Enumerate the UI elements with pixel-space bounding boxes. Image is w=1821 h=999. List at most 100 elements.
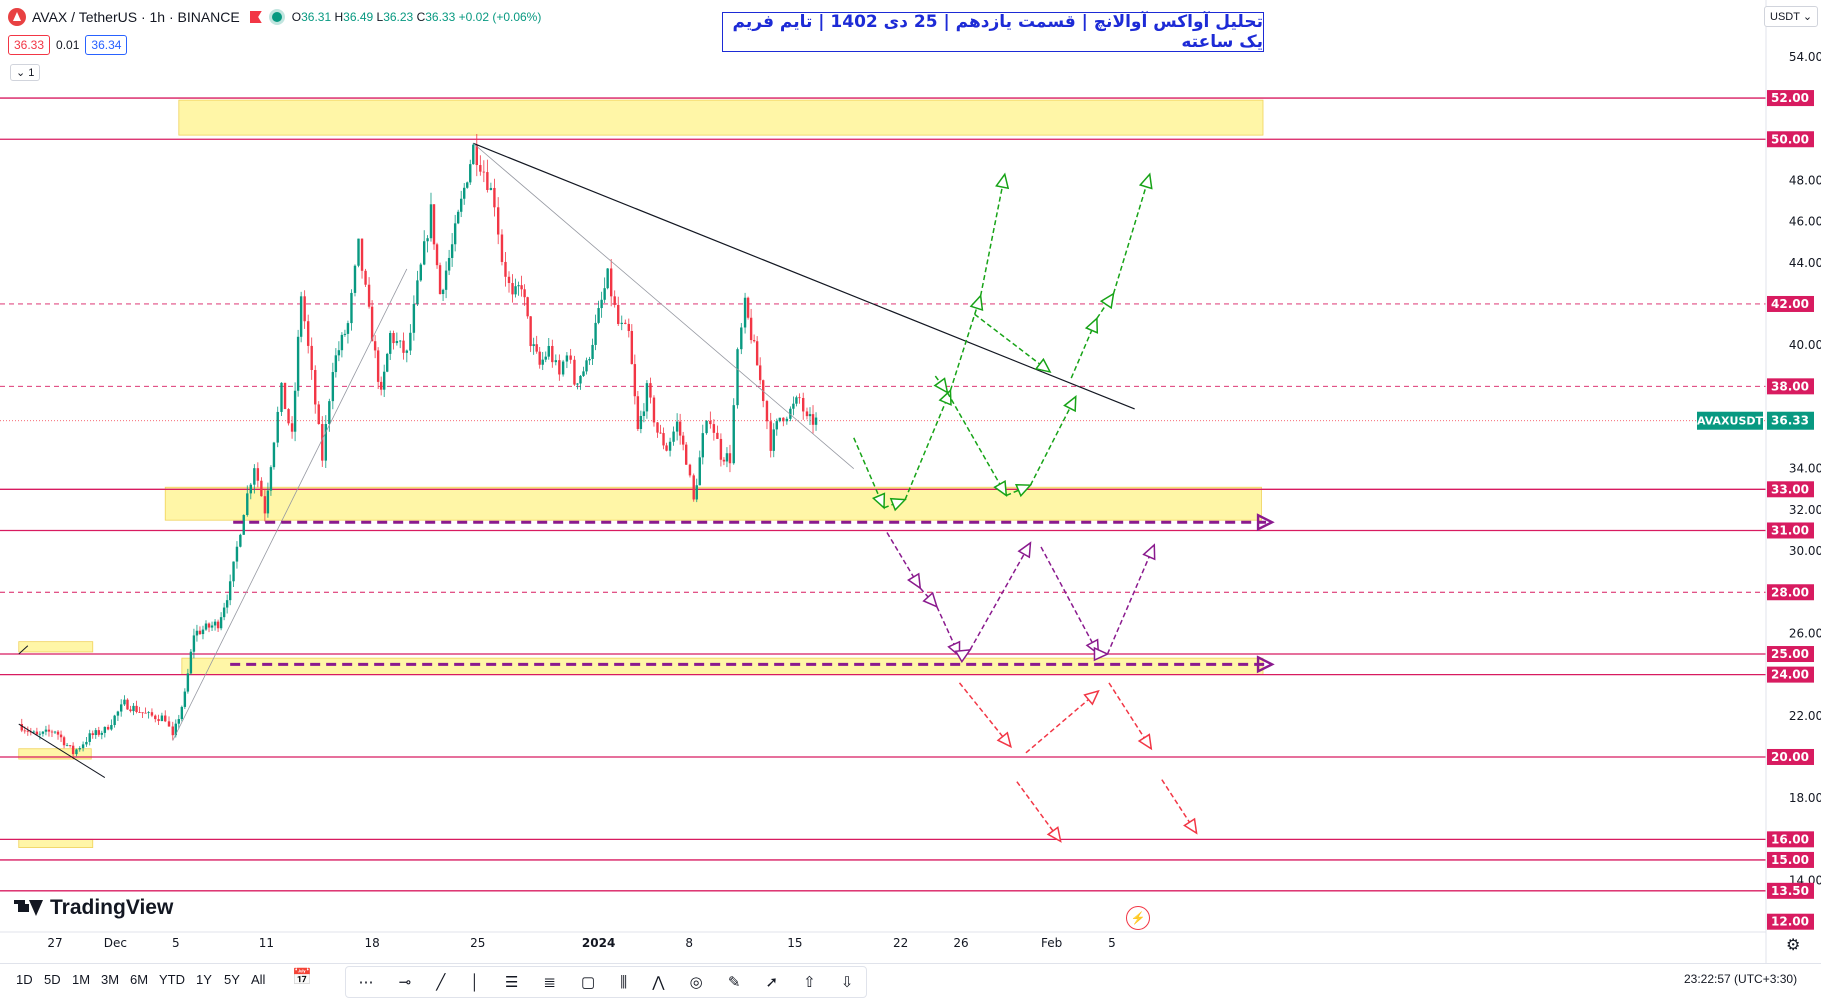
candle-body bbox=[744, 298, 746, 328]
flag-icon[interactable] bbox=[250, 11, 262, 23]
projection-arrowhead bbox=[1139, 735, 1151, 749]
currency-selector[interactable]: USDT ⌄ bbox=[1764, 6, 1818, 27]
candle-body bbox=[187, 673, 189, 691]
projection-segment bbox=[970, 554, 1024, 650]
spread-value: 0.01 bbox=[56, 38, 79, 52]
tf-1y[interactable]: 1Y bbox=[196, 972, 212, 987]
symbol-title[interactable]: AVAX / TetherUS · 1h · BINANCE bbox=[32, 9, 240, 25]
indicator-toggle[interactable]: ⌄ 1 bbox=[10, 64, 40, 81]
chart-canvas[interactable]: 14.0018.0022.0026.0030.0032.0034.0040.00… bbox=[0, 0, 1821, 963]
candle-body bbox=[314, 370, 316, 404]
rectangle-icon[interactable]: ▢ bbox=[581, 973, 595, 991]
candle-body bbox=[517, 285, 519, 286]
candle-body bbox=[147, 712, 149, 713]
candle-body bbox=[291, 423, 293, 431]
pattern-icon[interactable]: ⋀ bbox=[652, 973, 664, 991]
time-tick-label: 22 bbox=[893, 936, 908, 950]
projection-segment bbox=[947, 393, 999, 485]
projection-arrowhead bbox=[971, 296, 982, 310]
tf-all[interactable]: All bbox=[251, 972, 265, 987]
candle-body bbox=[277, 412, 279, 443]
candle-body bbox=[603, 288, 605, 300]
candle-body bbox=[532, 344, 534, 346]
candle-body bbox=[172, 727, 174, 736]
candle-body bbox=[526, 297, 528, 316]
tf-6m[interactable]: 6M bbox=[130, 972, 148, 987]
candle-body bbox=[433, 204, 435, 244]
tf-ytd[interactable]: YTD bbox=[159, 972, 185, 987]
candle-body bbox=[36, 732, 38, 735]
candle-body bbox=[689, 465, 691, 476]
projection-segment bbox=[1107, 557, 1149, 654]
candle-body bbox=[79, 748, 81, 749]
indicator-count: 1 bbox=[28, 67, 34, 79]
candle-body bbox=[662, 433, 664, 445]
fib-icon[interactable]: ≣ bbox=[543, 973, 556, 991]
candle-body bbox=[566, 355, 568, 361]
zone-rect bbox=[179, 100, 1263, 135]
calendar-icon[interactable]: 📅 bbox=[292, 967, 312, 987]
chart-title: تحلیل آواکس آوالانچ | قسمت یازدهم | 25 د… bbox=[722, 12, 1264, 52]
arrow-down-icon[interactable]: ⇩ bbox=[841, 973, 854, 991]
trendline-icon[interactable]: ╱ bbox=[436, 973, 445, 991]
replay-icon[interactable]: ⚡ bbox=[1126, 906, 1150, 930]
candle-body bbox=[151, 712, 153, 715]
candle-body bbox=[154, 716, 156, 719]
market-open-icon bbox=[272, 12, 282, 22]
candle-body bbox=[637, 396, 639, 429]
projection-segment bbox=[975, 314, 1040, 364]
vertical-line-icon[interactable]: │ bbox=[470, 974, 479, 991]
tf-3m[interactable]: 3M bbox=[101, 972, 119, 987]
candle-body bbox=[181, 707, 183, 719]
candle-body bbox=[107, 727, 109, 730]
candle-body bbox=[104, 727, 106, 733]
candle-body bbox=[129, 709, 131, 711]
candle-body bbox=[117, 712, 119, 716]
candle-body bbox=[318, 404, 320, 424]
tf-1m[interactable]: 1M bbox=[72, 972, 90, 987]
cursor-icon[interactable]: ⋯ bbox=[359, 973, 374, 991]
candle-body bbox=[132, 706, 134, 711]
circle-icon[interactable]: ◎ bbox=[690, 973, 703, 991]
price-axis[interactable]: 14.0018.0022.0026.0030.0032.0034.0040.00… bbox=[1697, 0, 1821, 963]
buy-price-button[interactable]: 36.34 bbox=[85, 35, 127, 55]
candle-body bbox=[338, 350, 340, 355]
candle-body bbox=[773, 429, 775, 450]
parallel-channel-icon[interactable]: ☰ bbox=[505, 973, 518, 991]
horizontal-line-icon[interactable]: ⊸ bbox=[399, 973, 412, 991]
candle-body bbox=[649, 383, 651, 397]
candle-body bbox=[535, 344, 537, 351]
candle-body bbox=[562, 362, 564, 375]
arrow-icon[interactable]: ➚ bbox=[765, 973, 778, 991]
level-price-label: 24.00 bbox=[1771, 668, 1809, 682]
candle-body bbox=[232, 562, 234, 582]
zone-rect bbox=[182, 658, 1263, 674]
level-price-label: 16.00 bbox=[1771, 832, 1809, 846]
candle-body bbox=[729, 453, 731, 463]
tf-5d[interactable]: 5D bbox=[44, 972, 61, 987]
candle-body bbox=[63, 737, 65, 745]
candle-body bbox=[779, 418, 781, 421]
sell-price-button[interactable]: 36.33 bbox=[8, 35, 50, 55]
price-tick-label: 40.00 bbox=[1789, 338, 1821, 352]
candle-body bbox=[504, 262, 506, 277]
tradingview-logo[interactable]: TradingView bbox=[14, 896, 173, 920]
arrow-up-icon[interactable]: ⇧ bbox=[803, 973, 816, 991]
tf-5y[interactable]: 5Y bbox=[224, 972, 240, 987]
brush-icon[interactable]: ✎ bbox=[728, 973, 741, 991]
time-tick-label: Feb bbox=[1041, 936, 1062, 950]
price-tick-label: 32.00 bbox=[1789, 503, 1821, 517]
bars-pattern-icon[interactable]: ⫼ bbox=[620, 974, 627, 991]
candle-body bbox=[33, 732, 35, 733]
candle-body bbox=[699, 457, 701, 485]
last-price-label: 36.33 bbox=[1771, 414, 1809, 428]
clock[interactable]: 23:22:57 (UTC+3:30) bbox=[1684, 972, 1797, 986]
tf-1d[interactable]: 1D bbox=[16, 972, 33, 987]
candle-body bbox=[135, 706, 137, 712]
candle-body bbox=[466, 182, 468, 187]
candle-body bbox=[723, 460, 725, 462]
gear-icon[interactable]: ⚙ bbox=[1786, 935, 1800, 955]
projection-segment bbox=[1071, 330, 1092, 378]
candle-body bbox=[476, 145, 478, 165]
